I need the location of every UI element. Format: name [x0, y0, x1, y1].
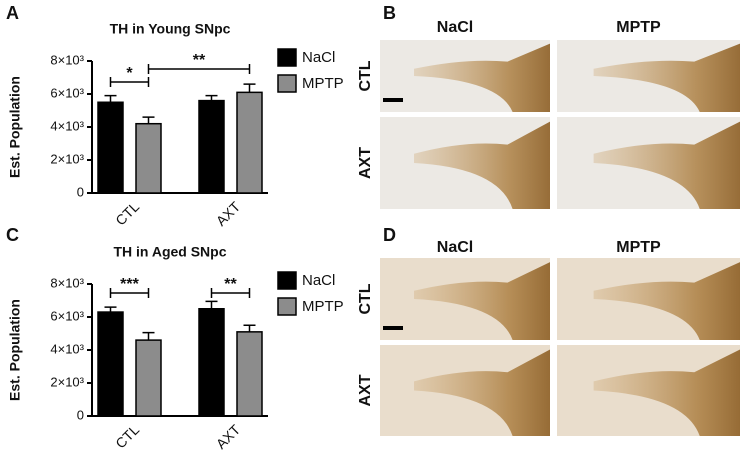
tissue-stain — [414, 262, 550, 340]
column-header: NaCl — [437, 19, 473, 36]
legend-label: MPTP — [302, 298, 344, 315]
y-tick-label: 2×10³ — [50, 151, 84, 166]
significance-bracket — [109, 77, 150, 87]
panel-label: D — [383, 225, 396, 245]
column-header: MPTP — [616, 239, 661, 256]
significance-label: ** — [224, 276, 237, 293]
significance-bracket — [147, 64, 251, 74]
tissue-stain — [414, 349, 550, 436]
tissue-stain — [593, 43, 740, 112]
x-tick-label: CTL — [112, 421, 142, 451]
panel-label: A — [6, 3, 19, 23]
significance-label: ** — [193, 52, 206, 69]
tissue-stain — [593, 121, 740, 209]
x-tick-label: AXT — [213, 421, 244, 452]
legend-swatch — [277, 48, 297, 67]
bar — [198, 99, 225, 194]
chart-title: TH in Young SNpc — [110, 21, 231, 37]
y-tick-label: 4×10³ — [50, 341, 84, 356]
bar — [97, 311, 124, 417]
row-label: CTL — [357, 60, 374, 91]
y-tick-label: 2×10³ — [50, 374, 84, 389]
legend-label: NaCl — [302, 272, 335, 289]
legend-swatch — [277, 297, 297, 316]
error-bar — [104, 94, 117, 103]
error-bar — [142, 116, 155, 124]
y-tick-label: 4×10³ — [50, 118, 84, 133]
scale-bar — [383, 326, 403, 330]
y-axis-label: Est. Population — [7, 76, 23, 178]
significance-label: * — [126, 65, 133, 82]
tissue-stain — [414, 121, 550, 209]
bar — [236, 91, 263, 194]
column-header: NaCl — [437, 239, 473, 256]
y-tick-label: 6×10³ — [50, 85, 84, 100]
bar — [135, 122, 162, 194]
tissue-stain — [593, 349, 740, 436]
error-bar — [243, 83, 256, 93]
scale-bar — [383, 98, 403, 102]
row-label: AXT — [357, 374, 374, 406]
bar — [97, 101, 124, 194]
error-bar — [205, 300, 218, 309]
error-bar — [104, 306, 117, 313]
legend-swatch — [277, 74, 297, 93]
y-tick-label: 0 — [77, 407, 84, 422]
legend-label: NaCl — [302, 49, 335, 66]
y-tick-label: 8×10³ — [50, 52, 84, 67]
x-tick-label: AXT — [213, 198, 244, 229]
tissue-stain — [414, 43, 550, 112]
error-bar — [205, 94, 218, 101]
y-tick-label: 0 — [77, 184, 84, 199]
legend-label: MPTP — [302, 75, 344, 92]
column-header: MPTP — [616, 19, 661, 36]
y-tick-label: 6×10³ — [50, 308, 84, 323]
significance-label: *** — [120, 276, 139, 293]
x-tick-label: CTL — [112, 198, 142, 228]
tissue-stain — [593, 262, 740, 340]
significance-bracket — [109, 288, 150, 298]
error-bar — [142, 331, 155, 341]
error-bar — [243, 324, 256, 332]
row-label: CTL — [357, 283, 374, 314]
legend-swatch — [277, 271, 297, 290]
bar — [236, 331, 263, 417]
panel-label: B — [383, 3, 396, 23]
bar — [198, 308, 225, 417]
chart-title: TH in Aged SNpc — [113, 244, 226, 260]
panel-label: C — [6, 225, 19, 245]
y-axis-label: Est. Population — [7, 299, 23, 401]
significance-bracket — [210, 288, 251, 298]
y-tick-label: 8×10³ — [50, 275, 84, 290]
bar — [135, 339, 162, 417]
row-label: AXT — [357, 147, 374, 179]
